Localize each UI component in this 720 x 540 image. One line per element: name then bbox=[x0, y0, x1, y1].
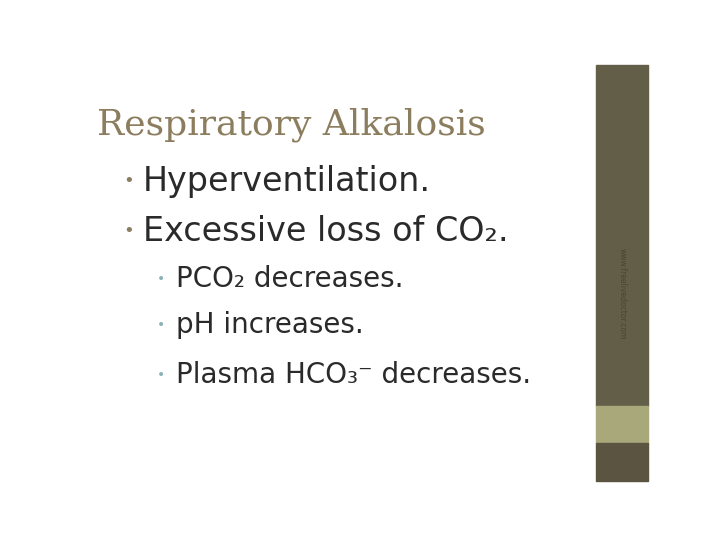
Bar bbox=[595, 406, 648, 443]
Text: www.freelivedoctor.com: www.freelivedoctor.com bbox=[617, 248, 626, 339]
Text: •: • bbox=[124, 172, 134, 190]
Text: Plasma HCO₃⁻ decreases.: Plasma HCO₃⁻ decreases. bbox=[176, 361, 531, 389]
Text: •: • bbox=[124, 222, 134, 240]
Text: Excessive loss of CO₂.: Excessive loss of CO₂. bbox=[143, 214, 508, 248]
Bar bbox=[595, 443, 648, 481]
Text: •: • bbox=[157, 368, 165, 382]
Text: Respiratory Alkalosis: Respiratory Alkalosis bbox=[96, 108, 485, 143]
Text: PCO₂ decreases.: PCO₂ decreases. bbox=[176, 265, 404, 293]
Text: pH increases.: pH increases. bbox=[176, 310, 364, 339]
Text: •: • bbox=[157, 272, 165, 286]
Bar bbox=[595, 65, 648, 406]
Text: •: • bbox=[157, 318, 165, 332]
Text: Hyperventilation.: Hyperventilation. bbox=[143, 165, 431, 198]
